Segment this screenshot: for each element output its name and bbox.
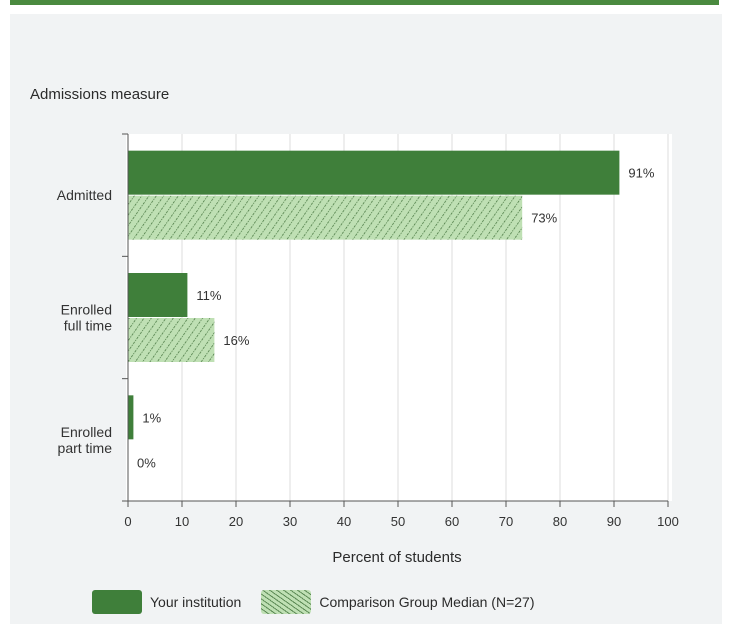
bar-comparison-group — [128, 318, 215, 362]
legend-swatch-comparison-group — [261, 590, 312, 614]
bar-your-institution — [128, 395, 134, 440]
data-label: 0% — [137, 455, 156, 470]
x-tick-label: 50 — [391, 514, 405, 529]
category-label: Enrolled — [61, 302, 112, 318]
bar-comparison-group — [128, 195, 523, 240]
bar-your-institution — [128, 273, 188, 317]
y-axis-title: Admissions measure — [30, 86, 170, 103]
data-label: 11% — [196, 288, 221, 303]
bar-your-institution — [128, 150, 620, 195]
labels: 0 10 20 30 40 50 60 70 80 90 100 Admitted 91% 73% Enro… — [57, 166, 679, 529]
x-tick-label: 90 — [607, 514, 621, 529]
category-label: full time — [64, 318, 112, 334]
x-tick-label: 60 — [445, 514, 459, 529]
x-tick-label: 40 — [337, 514, 351, 529]
category-label: part time — [58, 440, 113, 456]
data-label: 73% — [531, 211, 557, 226]
legend-label-your-institution: Your institution — [150, 594, 242, 610]
top-accent-rule — [10, 0, 719, 5]
plot-area — [126, 134, 672, 501]
legend: Your institution Comparison Group Median… — [92, 589, 554, 615]
data-label: 91% — [628, 166, 654, 181]
axes — [122, 133, 669, 507]
category-label: Admitted — [57, 187, 112, 203]
x-tick-label: 30 — [283, 514, 297, 529]
legend-label-comparison-group: Comparison Group Median (N=27) — [319, 594, 535, 610]
legend-swatch-your-institution — [92, 590, 142, 614]
x-tick-label: 20 — [229, 514, 243, 529]
x-tick-label: 10 — [175, 514, 189, 529]
x-axis-title: Percent of students — [332, 549, 461, 566]
data-label: 1% — [142, 410, 161, 425]
x-tick-label: 80 — [553, 514, 567, 529]
x-tick-label: 70 — [499, 514, 513, 529]
bars — [128, 150, 620, 440]
x-tick-label: 100 — [657, 514, 679, 529]
gridlines — [181, 134, 669, 501]
data-label: 16% — [223, 333, 249, 348]
category-label: Enrolled — [61, 424, 112, 440]
x-tick-label: 0 — [124, 514, 131, 529]
